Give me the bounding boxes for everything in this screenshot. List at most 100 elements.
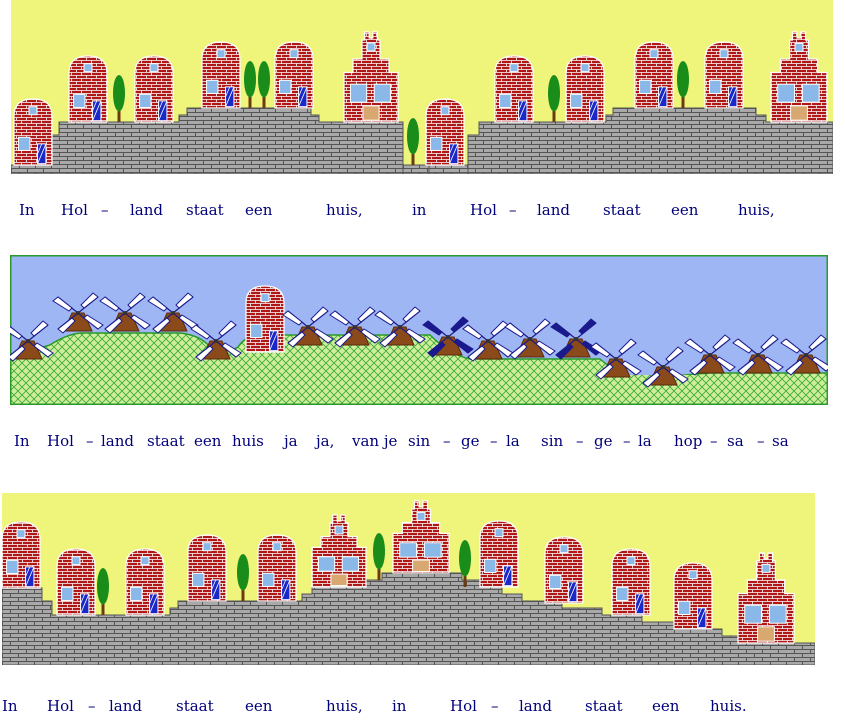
lyric-word: land bbox=[101, 432, 135, 450]
house-icon bbox=[245, 285, 285, 353]
lyric-word: huis. bbox=[710, 697, 747, 715]
lyric-word: – bbox=[509, 201, 517, 219]
lyric-word: – bbox=[491, 697, 499, 715]
windmill-icon bbox=[147, 292, 199, 334]
lyric-word: sa bbox=[727, 432, 744, 450]
lyric-word: ja, bbox=[316, 432, 335, 450]
house-icon bbox=[673, 562, 713, 630]
house-icon bbox=[737, 552, 795, 644]
lyric-word: land bbox=[130, 201, 164, 219]
houses-panel-bottom bbox=[2, 493, 815, 665]
lyric-word: in bbox=[412, 201, 427, 219]
windmills-panel bbox=[10, 255, 828, 405]
tree-icon bbox=[97, 567, 109, 615]
lyric-word: sin bbox=[541, 432, 564, 450]
windmill-icon bbox=[590, 338, 642, 380]
house-icon bbox=[2, 521, 41, 589]
house-icon bbox=[68, 55, 108, 123]
house-icon bbox=[704, 41, 744, 109]
house-icon bbox=[343, 31, 399, 123]
lyric-word: – bbox=[86, 432, 94, 450]
tree-icon bbox=[459, 539, 471, 587]
lyric-word: land bbox=[519, 697, 553, 715]
lyric-word: sa bbox=[772, 432, 789, 450]
house-icon bbox=[634, 41, 674, 109]
house-icon bbox=[134, 55, 174, 123]
lyric-word: huis, bbox=[326, 201, 363, 219]
lyric-word: – bbox=[88, 697, 96, 715]
house-icon bbox=[187, 534, 227, 602]
house-icon bbox=[479, 520, 519, 588]
lyric-word: – bbox=[576, 432, 584, 450]
windmill-icon bbox=[52, 292, 104, 334]
lyric-word: staat bbox=[603, 201, 641, 219]
windmill-icon bbox=[637, 346, 689, 388]
house-icon bbox=[13, 98, 53, 166]
house-icon bbox=[611, 548, 651, 616]
lyric-word: een bbox=[671, 201, 699, 219]
lyric-word: – bbox=[101, 201, 109, 219]
lyric-word: een bbox=[245, 697, 273, 715]
windmill-icon bbox=[10, 320, 54, 362]
lyric-word: la bbox=[506, 432, 520, 450]
lyric-word: een bbox=[652, 697, 680, 715]
houses-hill-illustration bbox=[2, 493, 815, 665]
house-icon bbox=[125, 548, 165, 616]
lyric-word: een bbox=[245, 201, 273, 219]
lyric-word: ja bbox=[284, 432, 298, 450]
windmill-icon bbox=[99, 292, 151, 334]
house-icon bbox=[201, 41, 241, 109]
house-icon bbox=[257, 534, 297, 602]
windmill-icon bbox=[684, 334, 736, 376]
house-icon bbox=[392, 500, 450, 574]
tree-icon bbox=[244, 60, 256, 108]
lyric-line-1: In Hol – land staat een huis, in Hol – land staat ee… bbox=[0, 201, 845, 225]
windmill-icon bbox=[282, 306, 334, 348]
lyric-line-3: In Hol – land staat een huis, in Hol – land staat ee… bbox=[0, 697, 845, 721]
windmills-meadow-illustration bbox=[10, 255, 828, 405]
lyric-word: – bbox=[443, 432, 451, 450]
lyric-word: een bbox=[194, 432, 222, 450]
windmill-icon bbox=[374, 306, 426, 348]
lyric-line-2: In Hol – land staat een huis ja ja, van je sin – ge –… bbox=[0, 432, 845, 456]
windmill-icon bbox=[422, 316, 474, 358]
lyric-word: staat bbox=[186, 201, 224, 219]
lyric-word: In bbox=[19, 201, 35, 219]
lyric-word: hop bbox=[674, 432, 703, 450]
lyric-word: Hol bbox=[61, 201, 88, 219]
tree-icon bbox=[258, 60, 270, 108]
windmill-icon bbox=[504, 318, 556, 360]
house-icon bbox=[544, 536, 584, 604]
house-icon bbox=[311, 514, 367, 588]
houses-dike-illustration bbox=[11, 0, 833, 174]
lyric-word: – bbox=[623, 432, 631, 450]
lyric-word: la bbox=[638, 432, 652, 450]
lyric-word: in bbox=[392, 697, 407, 715]
house-icon bbox=[56, 548, 96, 616]
lyric-word: staat bbox=[176, 697, 214, 715]
lyric-word: Hol bbox=[470, 201, 497, 219]
windmill-icon bbox=[550, 318, 602, 360]
house-icon bbox=[494, 55, 534, 123]
tree-icon bbox=[113, 74, 125, 122]
tree-icon bbox=[237, 553, 249, 601]
lyric-word: – bbox=[710, 432, 718, 450]
windmill-icon bbox=[462, 320, 514, 362]
windmill-icon bbox=[732, 334, 784, 376]
lyric-word: sin bbox=[408, 432, 431, 450]
lyric-word: – bbox=[757, 432, 765, 450]
windmill-icon bbox=[329, 306, 381, 348]
windmill-icon bbox=[190, 320, 242, 362]
lyric-word: – bbox=[490, 432, 498, 450]
lyric-word: van je bbox=[352, 432, 398, 450]
houses-panel-top bbox=[11, 0, 833, 174]
lyric-word: huis, bbox=[326, 697, 363, 715]
lyric-word: huis, bbox=[738, 201, 775, 219]
lyric-word: Hol bbox=[47, 432, 74, 450]
house-icon bbox=[770, 31, 828, 123]
lyric-word: ge bbox=[594, 432, 613, 450]
house-icon bbox=[565, 55, 605, 123]
lyric-word: huis bbox=[232, 432, 264, 450]
lyric-word: staat bbox=[147, 432, 185, 450]
tree-icon bbox=[407, 117, 419, 165]
